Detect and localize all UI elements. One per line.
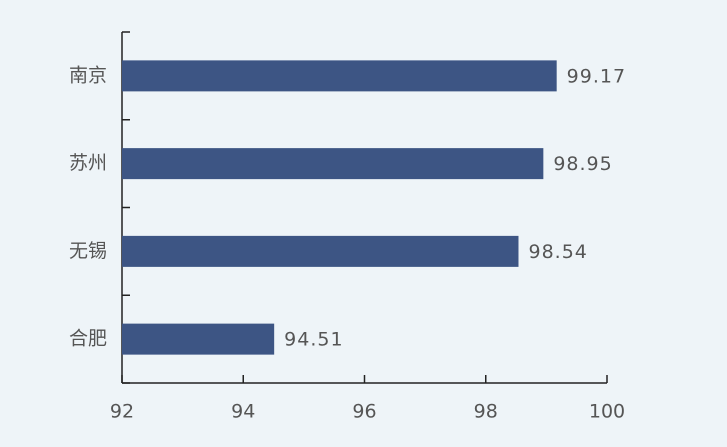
y-tick-label: 合肥: [69, 328, 107, 350]
bar: [122, 323, 275, 355]
value-label: 98.95: [553, 153, 612, 175]
x-tick-label: 98: [474, 401, 498, 423]
x-tick-label: 100: [589, 401, 625, 423]
y-tick-label: 无锡: [69, 240, 107, 262]
x-tick-label: 94: [231, 401, 255, 423]
bar: [122, 148, 544, 180]
value-label: 98.54: [528, 241, 587, 263]
value-label: 94.51: [284, 329, 343, 351]
bar: [122, 235, 519, 267]
x-tick-label: 96: [352, 401, 376, 423]
value-label: 99.17: [567, 65, 626, 87]
y-tick-label: 苏州: [69, 152, 107, 174]
x-tick-label: 92: [110, 401, 134, 423]
bar: [122, 60, 557, 92]
y-tick-label: 南京: [69, 64, 107, 86]
